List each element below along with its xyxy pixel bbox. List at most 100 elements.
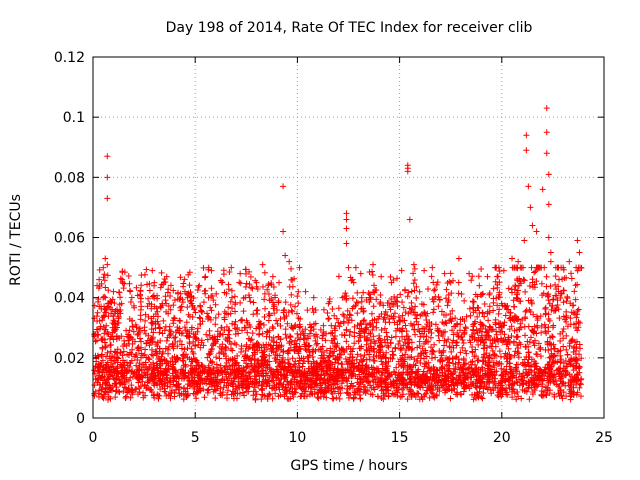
roti-point [469,273,476,280]
roti-point [377,292,384,299]
roti-point [101,330,108,337]
roti-point [172,358,179,365]
y-tick-label: 0.06 [54,231,85,247]
roti-point [299,363,306,370]
roti-point [151,282,158,289]
roti-point [469,333,476,340]
roti-point [496,268,503,275]
roti-outlier-point [543,105,550,112]
y-axis-label: ROTI / TECUs [8,194,24,286]
roti-point [209,378,216,385]
roti-point [143,266,150,273]
roti-point [426,394,433,401]
roti-point [101,391,108,398]
y-tick-label: 0.02 [54,351,85,367]
x-tick-label: 5 [191,430,200,446]
roti-point [270,372,277,379]
roti-point [276,386,283,393]
roti-point [486,303,493,310]
roti-point [319,335,326,342]
roti-point [414,382,421,389]
roti-point [107,342,114,349]
roti-point [138,373,145,380]
roti-point [541,375,548,382]
roti-point [402,322,409,329]
roti-point [227,356,234,363]
roti-point [519,360,526,367]
roti-outlier-point [543,150,550,157]
roti-point [577,393,584,400]
roti-point [326,374,333,381]
roti-point [334,377,341,384]
roti-point [166,377,173,384]
roti-point [292,337,299,344]
roti-point [165,365,172,372]
roti-outlier-point [429,264,436,271]
roti-point [363,346,370,353]
roti-point [133,324,140,331]
roti-point [404,371,411,378]
roti-point [147,386,154,393]
x-tick-label: 25 [595,430,613,446]
roti-point [184,290,191,297]
roti-point [176,296,183,303]
roti-point [259,391,266,398]
roti-point [481,313,488,320]
roti-point [182,370,189,377]
roti-point [277,322,284,329]
roti-point [198,308,205,315]
roti-point [509,394,516,401]
roti-point [229,320,236,327]
roti-point [325,316,332,323]
roti-point [435,303,442,310]
roti-outlier-point [378,273,385,280]
roti-point [149,293,156,300]
roti-point [187,362,194,369]
roti-point [163,273,170,280]
roti-point [457,377,464,384]
roti-point [404,396,411,403]
roti-point [443,312,450,319]
roti-point [356,325,363,332]
roti-point [344,307,351,314]
roti-point [371,282,378,289]
roti-point [167,328,174,335]
roti-point [125,273,132,280]
roti-point [517,298,524,305]
roti-point [388,334,395,341]
roti-point [459,337,466,344]
roti-point [413,283,420,290]
roti-point [201,274,208,281]
roti-point [261,314,268,321]
roti-point [399,386,406,393]
roti-outlier-point [574,237,581,244]
roti-point [366,299,373,306]
roti-point [146,342,153,349]
roti-point [95,285,102,292]
roti-point [440,329,447,336]
roti-point [137,288,144,295]
roti-point [481,301,488,308]
roti-point [98,335,105,342]
roti-point [498,393,505,400]
roti-point [154,339,161,346]
roti-point [113,380,120,387]
roti-point [527,308,534,315]
roti-point [251,384,258,391]
roti-point [249,330,256,337]
roti-point [544,362,551,369]
roti-point [544,292,551,299]
roti-point [469,358,476,365]
roti-point [522,288,529,295]
roti-point [231,321,238,328]
roti-point [384,363,391,370]
roti-point [110,336,117,343]
roti-point [458,290,465,297]
roti-point [397,356,404,363]
roti-point [533,351,540,358]
roti-point [109,383,116,390]
roti-point [294,367,301,374]
roti-point [552,292,559,299]
roti-point [406,364,413,371]
roti-point [133,284,140,291]
